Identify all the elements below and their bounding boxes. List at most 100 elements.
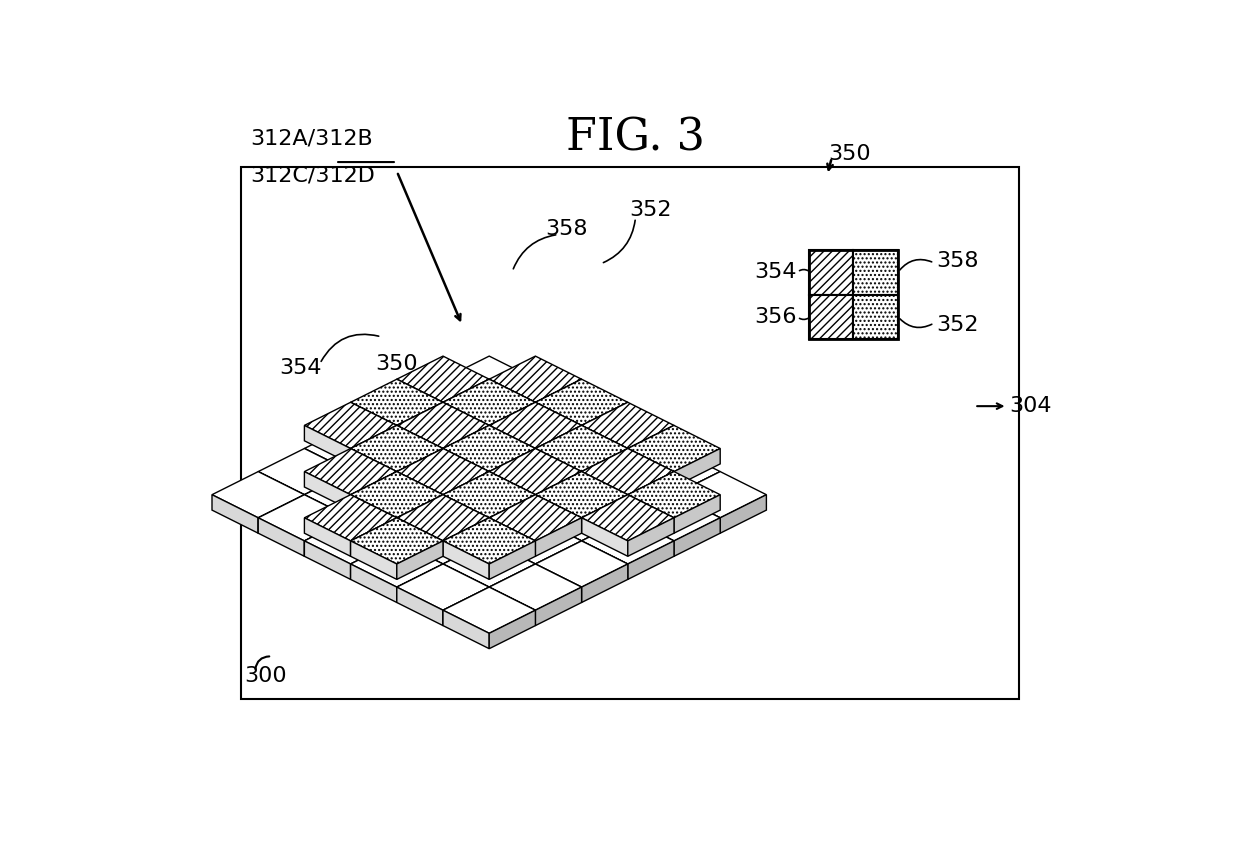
Text: 304: 304 bbox=[1009, 396, 1052, 416]
Polygon shape bbox=[351, 472, 443, 518]
Polygon shape bbox=[397, 541, 443, 580]
Polygon shape bbox=[582, 425, 627, 464]
Polygon shape bbox=[627, 518, 675, 556]
Polygon shape bbox=[443, 541, 536, 587]
Polygon shape bbox=[720, 495, 766, 533]
Polygon shape bbox=[675, 449, 720, 487]
Polygon shape bbox=[351, 541, 397, 580]
Polygon shape bbox=[490, 518, 536, 556]
Polygon shape bbox=[627, 495, 675, 533]
Polygon shape bbox=[490, 518, 536, 556]
Polygon shape bbox=[490, 495, 536, 533]
Polygon shape bbox=[536, 495, 627, 541]
Polygon shape bbox=[536, 518, 582, 556]
Polygon shape bbox=[443, 518, 490, 556]
Text: 350: 350 bbox=[376, 354, 418, 374]
Polygon shape bbox=[397, 495, 443, 533]
Bar bbox=[853, 250, 898, 294]
Polygon shape bbox=[536, 425, 582, 464]
Polygon shape bbox=[582, 402, 675, 449]
Polygon shape bbox=[536, 472, 627, 518]
Text: 352: 352 bbox=[936, 314, 978, 335]
Text: 352: 352 bbox=[630, 200, 672, 220]
Polygon shape bbox=[351, 541, 397, 580]
Polygon shape bbox=[490, 425, 582, 472]
Polygon shape bbox=[627, 449, 675, 487]
Polygon shape bbox=[627, 472, 720, 518]
Polygon shape bbox=[443, 587, 536, 633]
Polygon shape bbox=[397, 541, 443, 580]
Polygon shape bbox=[536, 541, 627, 587]
Polygon shape bbox=[397, 587, 443, 626]
Polygon shape bbox=[582, 449, 627, 487]
Polygon shape bbox=[582, 495, 627, 533]
Polygon shape bbox=[536, 587, 582, 626]
Polygon shape bbox=[490, 449, 536, 487]
Polygon shape bbox=[397, 449, 443, 487]
Polygon shape bbox=[490, 541, 536, 580]
Polygon shape bbox=[490, 472, 582, 518]
Polygon shape bbox=[443, 518, 490, 556]
Polygon shape bbox=[397, 518, 443, 556]
Polygon shape bbox=[304, 518, 351, 556]
Bar bbox=[242, 167, 1019, 699]
Text: 356: 356 bbox=[754, 307, 796, 327]
Text: 354: 354 bbox=[754, 262, 796, 282]
Polygon shape bbox=[443, 425, 536, 472]
Polygon shape bbox=[490, 379, 582, 425]
Polygon shape bbox=[351, 402, 397, 441]
Polygon shape bbox=[443, 449, 490, 487]
Polygon shape bbox=[536, 449, 582, 487]
Polygon shape bbox=[397, 472, 443, 510]
Polygon shape bbox=[212, 495, 258, 533]
Polygon shape bbox=[443, 379, 490, 417]
Polygon shape bbox=[397, 356, 490, 402]
Polygon shape bbox=[582, 449, 675, 495]
Polygon shape bbox=[490, 449, 536, 487]
Polygon shape bbox=[397, 379, 443, 417]
Polygon shape bbox=[536, 541, 582, 580]
Polygon shape bbox=[351, 472, 397, 510]
Bar bbox=[808, 294, 853, 339]
Polygon shape bbox=[351, 402, 443, 449]
Polygon shape bbox=[443, 541, 490, 580]
Polygon shape bbox=[397, 518, 490, 564]
Polygon shape bbox=[490, 495, 536, 533]
Polygon shape bbox=[304, 472, 351, 510]
Polygon shape bbox=[258, 449, 351, 495]
Polygon shape bbox=[490, 402, 536, 441]
Polygon shape bbox=[212, 472, 304, 518]
Polygon shape bbox=[443, 425, 490, 464]
Polygon shape bbox=[397, 425, 443, 464]
Polygon shape bbox=[443, 449, 536, 495]
Polygon shape bbox=[582, 564, 627, 603]
Polygon shape bbox=[443, 425, 490, 464]
Polygon shape bbox=[351, 379, 443, 425]
Polygon shape bbox=[582, 518, 627, 556]
Bar bbox=[808, 250, 853, 294]
Polygon shape bbox=[304, 402, 397, 449]
Polygon shape bbox=[351, 449, 397, 487]
Polygon shape bbox=[582, 425, 627, 464]
Polygon shape bbox=[443, 379, 536, 425]
Polygon shape bbox=[490, 472, 536, 510]
Polygon shape bbox=[536, 495, 582, 533]
Bar bbox=[853, 294, 898, 339]
Polygon shape bbox=[443, 472, 490, 510]
Polygon shape bbox=[258, 472, 304, 510]
Polygon shape bbox=[627, 495, 675, 533]
Text: 312C/312D: 312C/312D bbox=[250, 165, 376, 185]
Polygon shape bbox=[304, 518, 397, 564]
Polygon shape bbox=[443, 402, 490, 441]
Polygon shape bbox=[397, 449, 443, 487]
Text: 358: 358 bbox=[936, 251, 978, 270]
Polygon shape bbox=[397, 402, 443, 441]
Polygon shape bbox=[443, 610, 490, 649]
Polygon shape bbox=[351, 518, 443, 564]
Polygon shape bbox=[490, 610, 536, 649]
Polygon shape bbox=[258, 495, 351, 541]
Polygon shape bbox=[627, 449, 720, 495]
Polygon shape bbox=[443, 402, 536, 449]
Polygon shape bbox=[443, 472, 536, 518]
Polygon shape bbox=[536, 425, 582, 464]
